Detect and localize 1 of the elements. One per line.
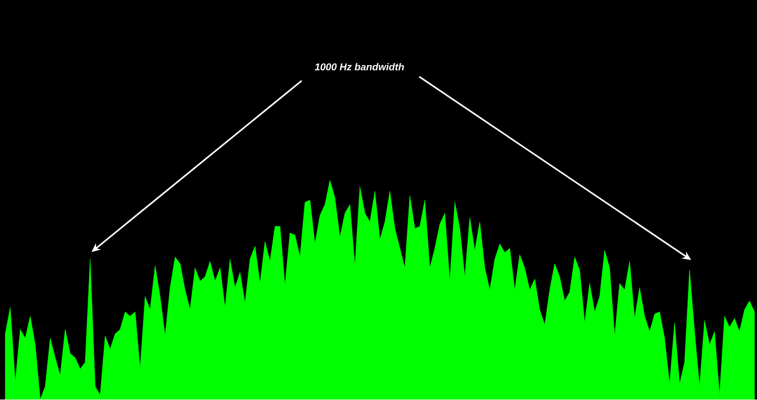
text: 1000 Hz bandwidth	[314, 63, 404, 71]
